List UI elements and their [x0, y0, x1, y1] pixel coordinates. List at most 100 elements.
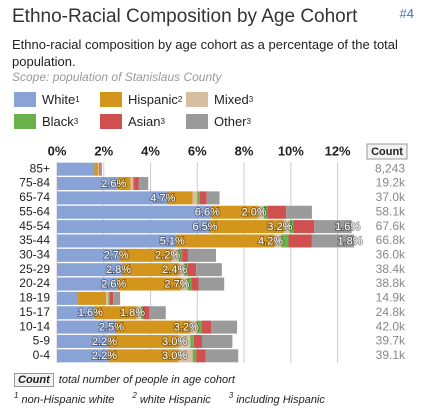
bar-segment	[274, 234, 282, 248]
bar-segment	[108, 349, 179, 363]
y-tick-label: 30-34	[19, 247, 50, 261]
bar-segment	[288, 234, 312, 248]
bar-segment	[78, 291, 107, 305]
footnote-text: non-Hispanic white	[21, 393, 115, 406]
y-tick-label: 18-19	[19, 291, 50, 305]
count-header: Count	[371, 146, 403, 158]
legend-swatch	[186, 114, 208, 129]
value-label: 2.7%	[104, 250, 129, 262]
value-label: 6.5%	[192, 221, 217, 233]
bar-segment	[196, 349, 206, 363]
footnote-text: white Hispanic	[139, 393, 211, 406]
legend-item: White 1	[14, 92, 80, 107]
footnote-mark: 1	[14, 391, 19, 400]
x-tick-label: 4%	[141, 143, 160, 158]
bar-segment	[57, 177, 118, 191]
bar-segment	[191, 277, 199, 291]
count-label: 42.0k	[376, 319, 406, 333]
bar-segment	[57, 205, 212, 219]
legend-footnote: 2	[177, 95, 183, 104]
bar-segment	[201, 334, 233, 348]
bar-segment	[138, 177, 149, 191]
bar-segment	[115, 320, 191, 334]
bar-segment	[187, 263, 197, 277]
y-tick-label: 15-17	[19, 305, 50, 319]
bar-segment	[166, 191, 193, 205]
subtitle: Ethno-racial composition by age cohort a…	[12, 37, 398, 69]
value-label: 3.0%	[162, 336, 187, 348]
footnote-text: including Hispanic	[236, 393, 325, 406]
bar-segment	[57, 248, 121, 262]
value-label: 2.7%	[164, 278, 189, 290]
bar-segment	[187, 248, 217, 262]
bar-segment	[94, 306, 137, 320]
bar-segment	[192, 349, 197, 363]
bar-segment	[209, 220, 284, 234]
bar-segment	[108, 334, 179, 348]
legend-label: Hispanic	[128, 92, 178, 107]
value-label: 1.8%	[337, 235, 362, 247]
x-tick-label: 0%	[48, 143, 67, 158]
bar-segment	[109, 291, 114, 305]
footnote-mark: 3	[228, 391, 234, 400]
count-label: 38.8k	[376, 276, 406, 290]
bar-segment	[196, 263, 222, 277]
y-tick-label: 55-64	[19, 204, 50, 218]
bar-segment	[293, 220, 315, 234]
bar-segment	[99, 162, 101, 176]
legend-swatch	[14, 114, 36, 129]
bar-segment	[122, 263, 179, 277]
y-tick-label: 5-9	[33, 334, 51, 348]
value-label: 1.6%	[78, 307, 103, 319]
legend-swatch	[186, 92, 208, 107]
value-label: 5.1%	[160, 235, 185, 247]
x-tick-label: 10%	[278, 143, 304, 158]
count-label: 39.7k	[376, 334, 406, 348]
count-label: 36.0k	[376, 247, 406, 261]
bar-segment	[263, 205, 268, 219]
chart-link[interactable]: #4	[399, 6, 414, 21]
value-label: 2.2%	[92, 350, 117, 362]
bar-segment	[117, 177, 131, 191]
y-tick-label: 85+	[30, 161, 50, 175]
x-tick-label: 12%	[325, 143, 351, 158]
bar-segment	[187, 277, 192, 291]
bar-segment	[57, 291, 79, 305]
legend-item: Hispanic 2	[100, 92, 182, 107]
bar-segment	[120, 248, 172, 262]
count-label: 8,243	[375, 161, 405, 175]
count-key-text: total number of people in age cohort	[58, 374, 235, 386]
legend-item: Black 3	[14, 114, 78, 129]
legend-label: White	[42, 92, 76, 107]
bar-segment	[57, 191, 167, 205]
bar-segment	[57, 220, 209, 234]
count-label: 39.1k	[376, 348, 406, 362]
bar-segment	[178, 334, 191, 348]
legend-item: Mixed 3	[186, 92, 253, 107]
value-label: 4.2%	[258, 235, 283, 247]
bar-segment	[57, 277, 118, 291]
footnote-mark: 2	[132, 391, 137, 400]
bar-segment	[258, 205, 264, 219]
legend-item: Asian 3	[100, 114, 165, 129]
bar-segment	[57, 349, 109, 363]
footnotes: 1 non-Hispanic white 2 white Hispanic 3 inclu…	[14, 391, 325, 406]
x-tick-label: 8%	[235, 143, 254, 158]
bar-segment	[286, 205, 312, 219]
value-label: 2.2%	[92, 336, 117, 348]
bar-segment	[57, 162, 95, 176]
y-tick-label: 0-4	[33, 348, 51, 362]
y-tick-label: 45-54	[19, 219, 50, 233]
value-label: 3.2%	[174, 322, 199, 334]
bar-segment	[176, 234, 275, 248]
bar-segment	[178, 349, 193, 363]
bar-segment	[130, 177, 133, 191]
bar-segment	[149, 306, 166, 320]
bar-segment	[182, 248, 188, 262]
bar-segment	[94, 162, 98, 176]
legend-swatch	[100, 114, 122, 129]
footnote: 1 non-Hispanic white	[14, 391, 114, 406]
bar-segment	[283, 220, 290, 234]
